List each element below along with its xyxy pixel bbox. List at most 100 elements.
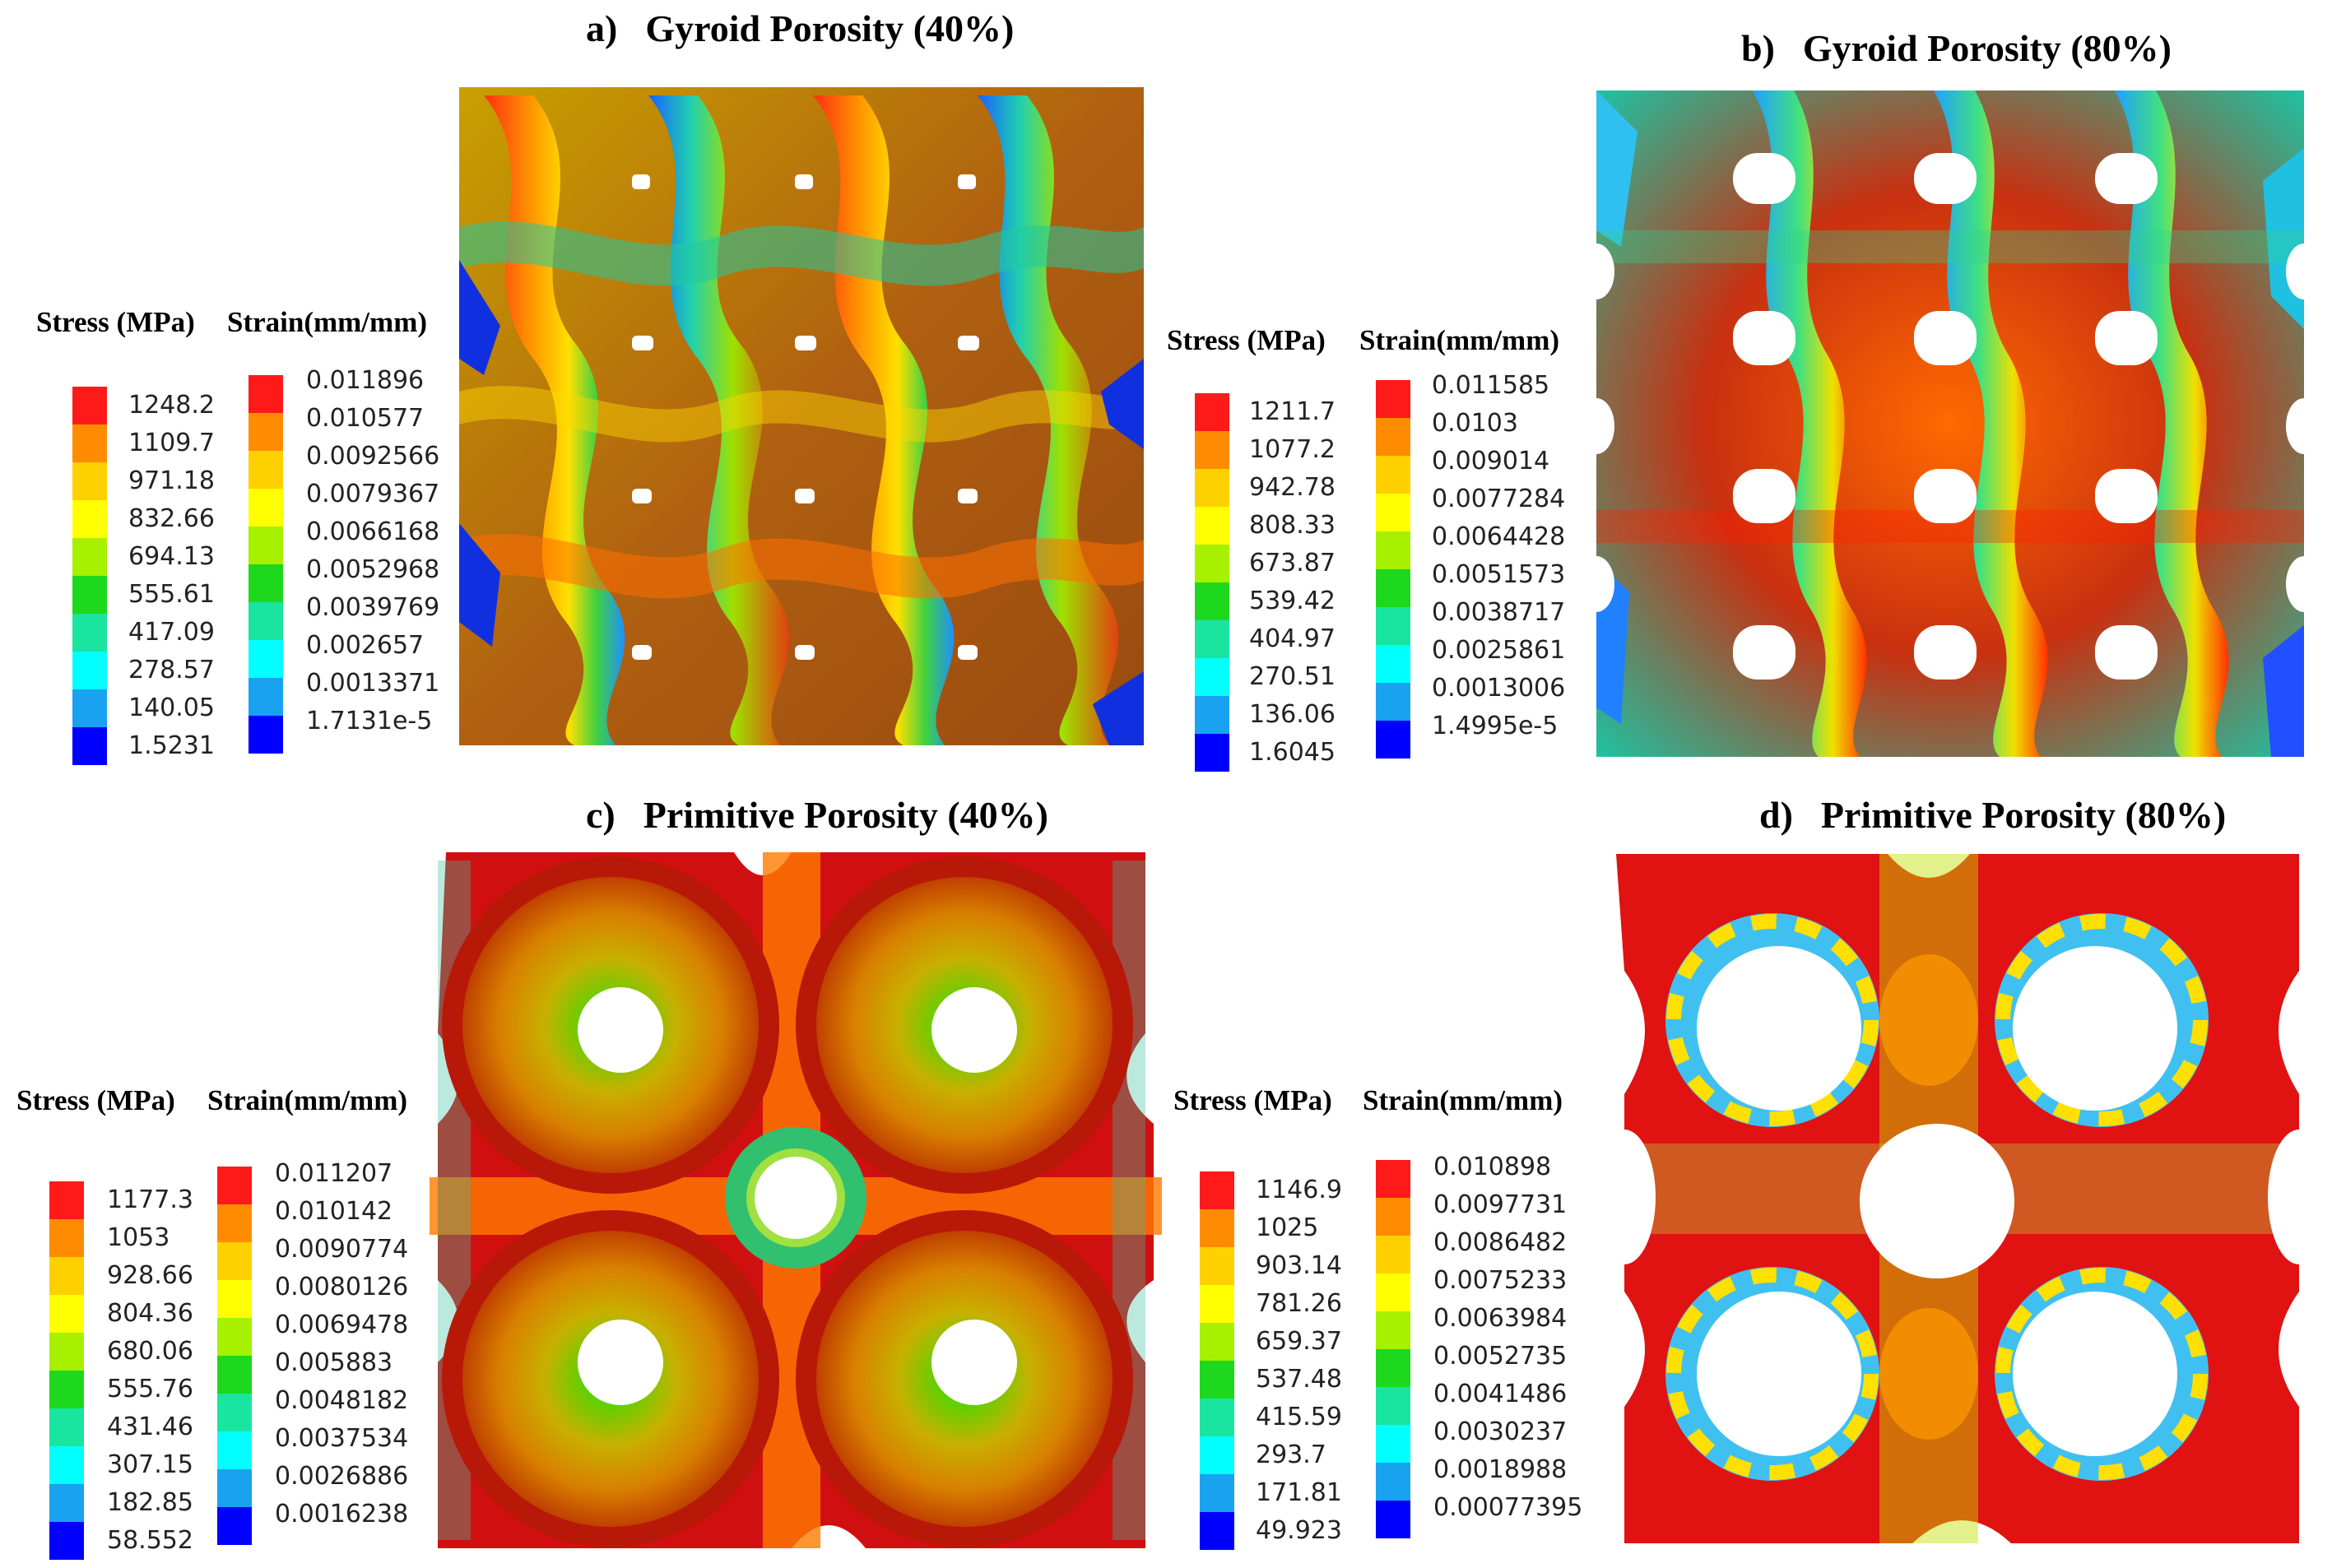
pore-holes	[1588, 153, 2312, 680]
color-swatch	[217, 1242, 252, 1280]
color-swatch	[49, 1484, 84, 1522]
strain-value: 0.011585	[1432, 371, 1550, 400]
color-swatch	[1376, 531, 1410, 569]
color-scale-bar	[249, 375, 283, 754]
strain-value: 0.0090774	[275, 1235, 409, 1264]
color-swatch	[1376, 494, 1410, 531]
color-swatch	[49, 1333, 84, 1371]
color-swatch	[217, 1204, 252, 1242]
color-swatch	[249, 375, 283, 413]
color-scale-bar	[217, 1167, 252, 1545]
strain-value: 1.7131e-5	[306, 707, 433, 735]
stress-value: 1248.2	[128, 391, 215, 420]
strain-value: 0.0013006	[1432, 674, 1566, 703]
stress-value: 1.6045	[1249, 738, 1336, 767]
color-swatch	[1200, 1436, 1234, 1474]
panel-b-strain-header: Strain(mm/mm)	[1359, 324, 1560, 356]
strain-value: 0.0092566	[306, 442, 440, 471]
strain-value: 0.0018988	[1433, 1455, 1568, 1484]
color-swatch	[49, 1295, 84, 1333]
stress-value: 971.18	[128, 466, 215, 495]
color-swatch	[1376, 607, 1410, 645]
color-swatch	[1195, 734, 1229, 772]
stress-value: 832.66	[128, 504, 215, 533]
color-swatch	[1376, 1273, 1410, 1311]
strain-value: 0.0041486	[1433, 1380, 1568, 1408]
pore-holes	[1600, 946, 2316, 1456]
color-swatch	[1195, 431, 1229, 469]
stress-value: 555.61	[128, 580, 215, 609]
stress-value: 270.51	[1249, 662, 1336, 691]
strain-value: 0.0077284	[1432, 485, 1566, 513]
color-swatch	[72, 387, 107, 424]
strain-value: 0.0075233	[1433, 1266, 1568, 1295]
panel-a-title: a) Gyroid Porosity (40%)	[586, 7, 1014, 50]
color-swatch	[1195, 545, 1229, 582]
stress-value: 1053	[107, 1223, 170, 1252]
strain-value: 0.0103	[1432, 409, 1518, 438]
color-swatch	[249, 640, 283, 678]
strain-value: 1.4995e-5	[1432, 712, 1559, 740]
panel-d-title-text: Primitive Porosity (80%)	[1820, 794, 2227, 836]
stress-value: 1025	[1256, 1213, 1319, 1242]
strain-value: 0.0051573	[1432, 560, 1566, 589]
stress-value: 659.37	[1256, 1327, 1342, 1356]
stress-value: 417.09	[128, 618, 215, 647]
strain-value: 0.0039769	[306, 593, 440, 622]
strain-value: 0.0016238	[275, 1500, 409, 1529]
stress-value: 182.85	[107, 1488, 193, 1517]
panel-c-label: c)	[586, 794, 616, 836]
stress-value: 1109.7	[128, 429, 215, 457]
strain-value: 0.005883	[275, 1348, 393, 1377]
color-swatch	[1200, 1285, 1234, 1323]
color-swatch	[249, 564, 283, 602]
stress-value: 537.48	[1256, 1365, 1342, 1394]
stress-value: 942.78	[1249, 473, 1336, 502]
strain-value: 0.0097731	[1433, 1190, 1568, 1219]
strain-value: 0.0079367	[306, 480, 440, 508]
stress-value: 58.552	[107, 1526, 193, 1555]
color-swatch	[1200, 1171, 1234, 1209]
color-swatch	[1195, 696, 1229, 734]
panel-b-stress-header: Stress (MPa)	[1167, 324, 1326, 356]
color-swatch	[49, 1219, 84, 1257]
stress-value: 404.97	[1249, 624, 1336, 653]
color-scale-bar	[49, 1181, 84, 1560]
strain-value: 0.010142	[275, 1197, 393, 1226]
stress-value: 903.14	[1256, 1251, 1342, 1280]
stress-value: 1.5231	[128, 731, 215, 760]
color-swatch	[1200, 1399, 1234, 1436]
color-swatch	[1376, 569, 1410, 607]
strain-value: 0.0080126	[275, 1273, 409, 1301]
strain-value: 0.0064428	[1432, 522, 1566, 551]
color-swatch	[72, 727, 107, 765]
strain-value: 0.0086482	[1433, 1228, 1568, 1257]
color-swatch	[72, 614, 107, 652]
color-swatch	[249, 527, 283, 564]
color-swatch	[1195, 658, 1229, 696]
color-swatch	[249, 489, 283, 527]
color-swatch	[217, 1356, 252, 1394]
panel-a-label: a)	[586, 7, 618, 49]
panel-c-stress-header: Stress (MPa)	[16, 1084, 175, 1116]
strain-value: 0.00077395	[1433, 1493, 1583, 1522]
strain-value: 0.002657	[306, 631, 425, 660]
panel-c-title-text: Primitive Porosity (40%)	[643, 794, 1048, 836]
color-swatch	[249, 451, 283, 489]
strain-value: 0.0025861	[1432, 636, 1566, 665]
panel-c-strain-header: Strain(mm/mm)	[207, 1084, 408, 1116]
color-swatch	[1376, 1387, 1410, 1425]
stress-value: 49.923	[1256, 1516, 1342, 1545]
panel-a-strain-header: Strain(mm/mm)	[227, 306, 428, 338]
color-swatch	[249, 716, 283, 754]
panel-a-gyroid-model	[451, 79, 1152, 754]
stress-value: 804.36	[107, 1299, 193, 1328]
color-swatch	[1376, 1236, 1410, 1273]
color-scale-bar	[1376, 1160, 1410, 1538]
strain-value: 0.0038717	[1432, 598, 1566, 627]
color-swatch	[72, 500, 107, 538]
color-swatch	[1200, 1247, 1234, 1285]
color-swatch	[49, 1181, 84, 1219]
color-swatch	[1195, 469, 1229, 507]
stress-value: 694.13	[128, 542, 215, 571]
